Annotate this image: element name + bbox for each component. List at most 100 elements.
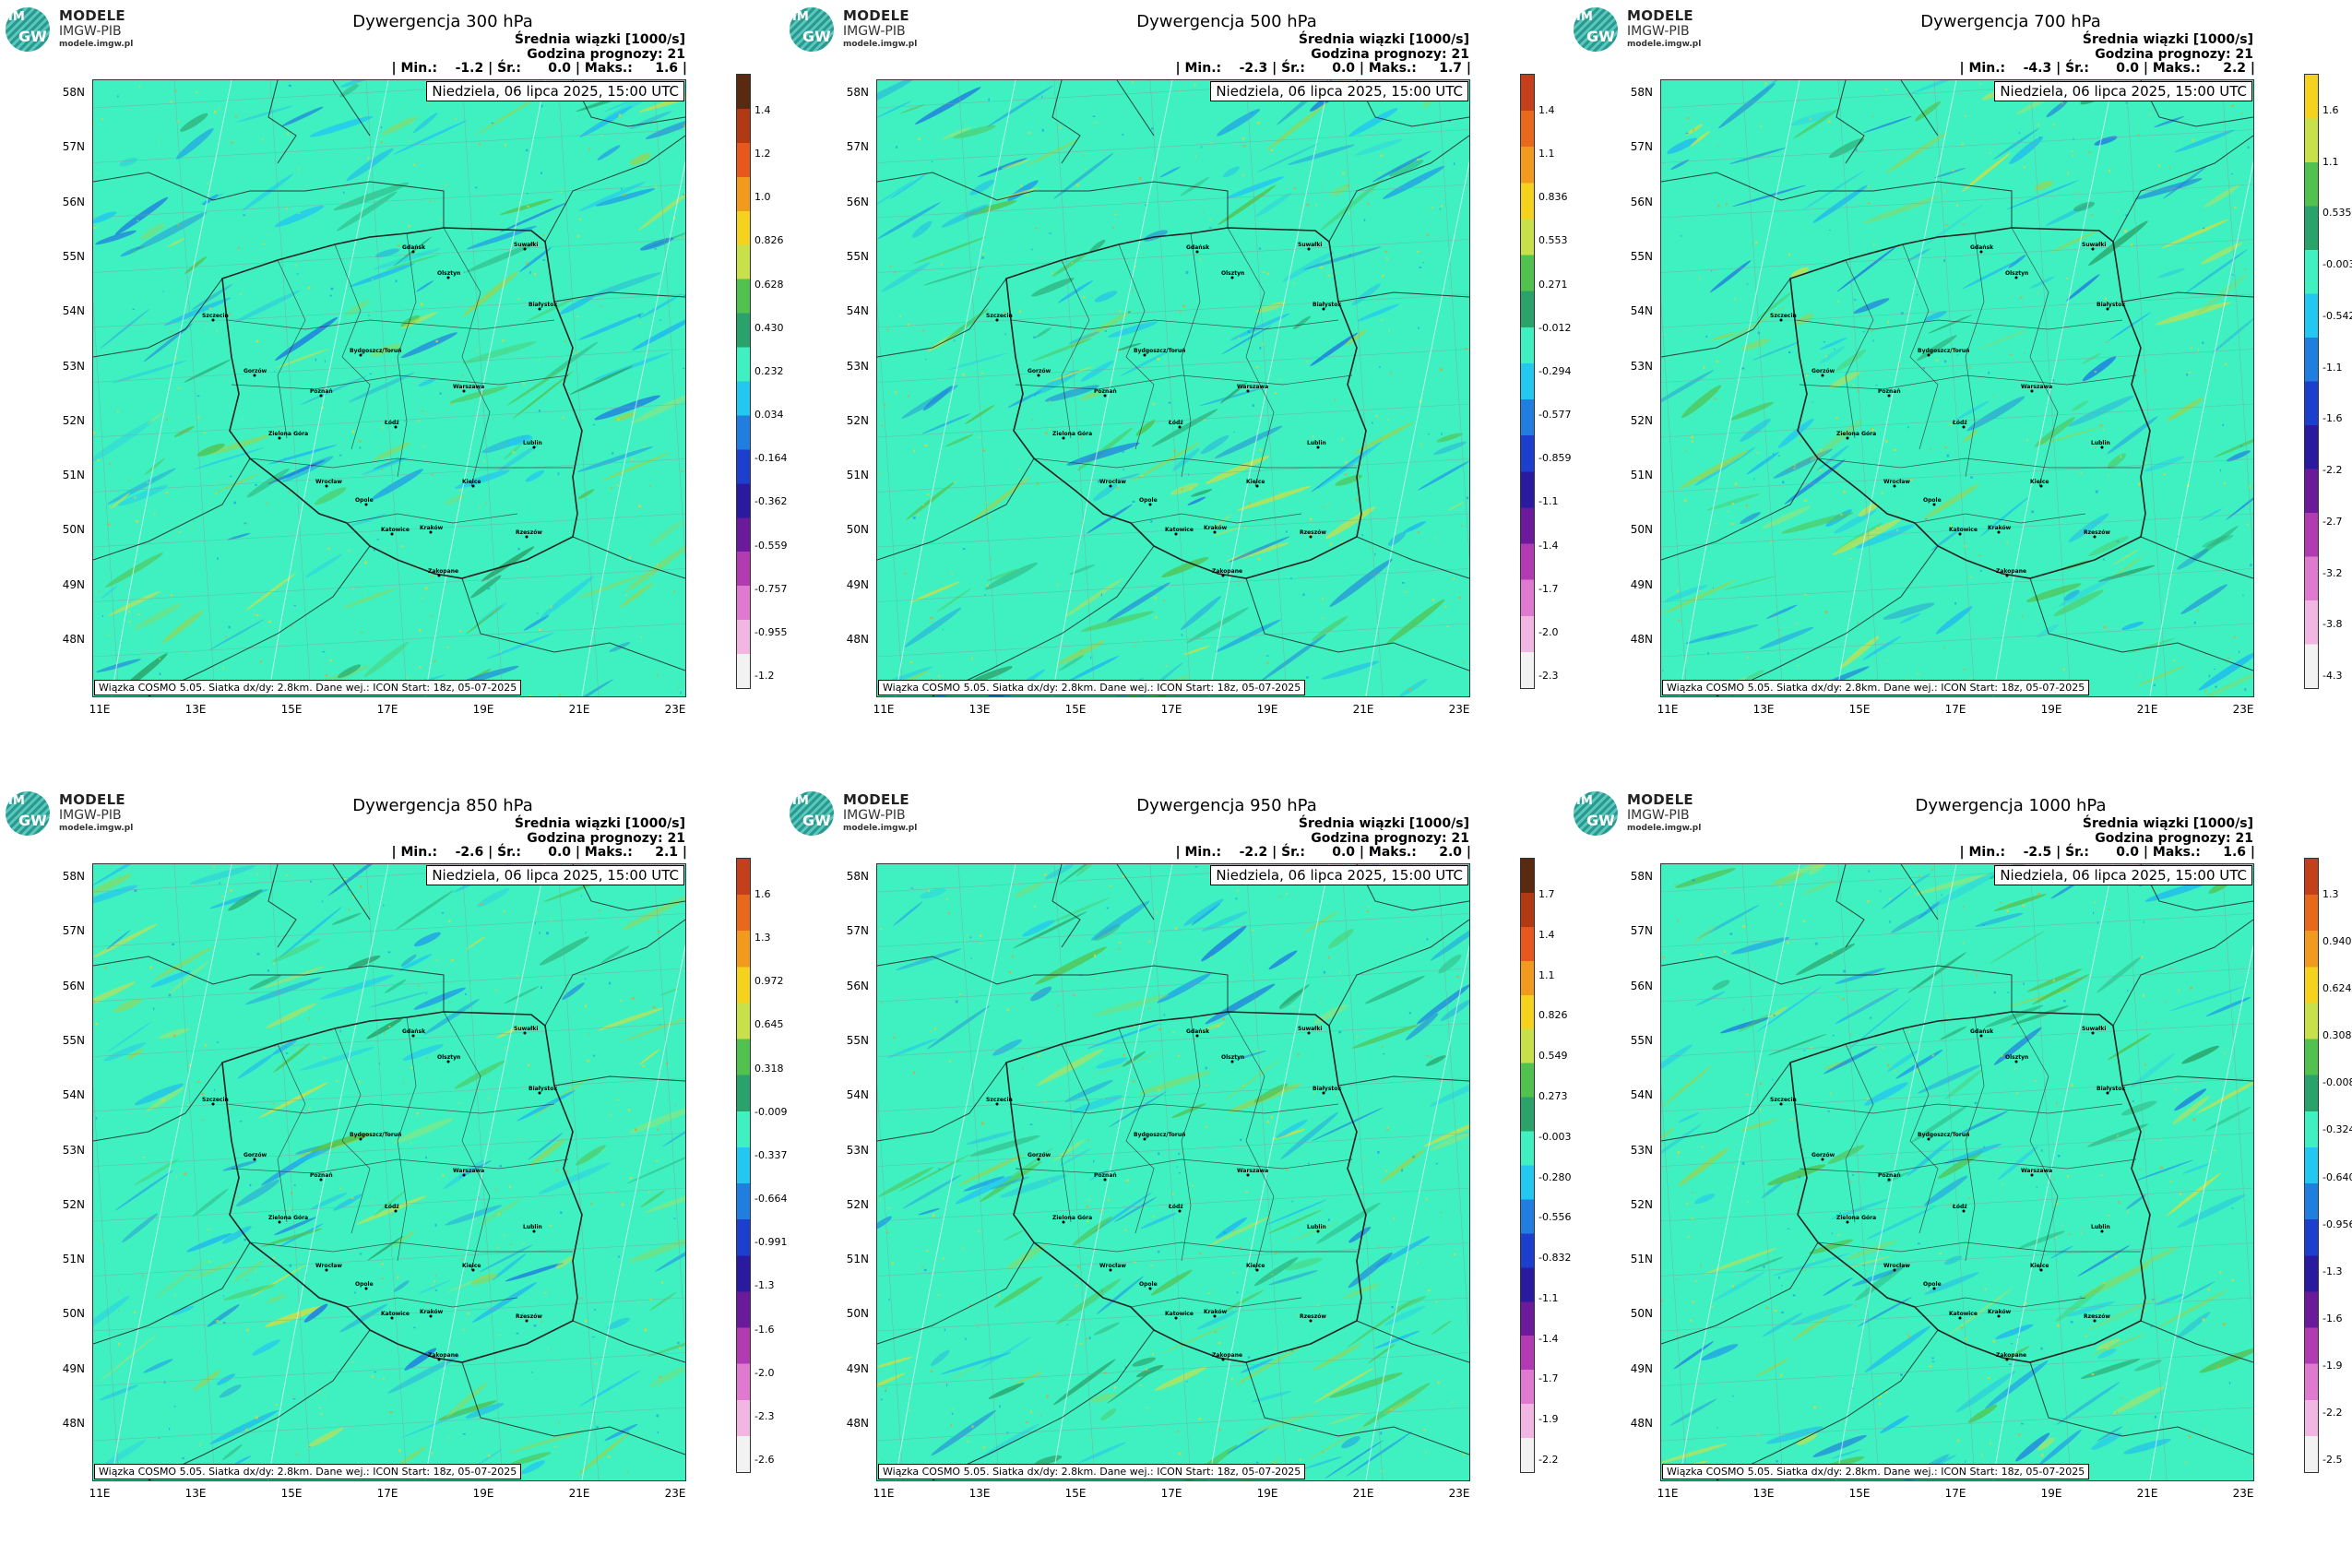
voivodeship-border [1061,1043,1090,1223]
divergence-streak [577,489,595,500]
city-marker-icon [2093,535,2097,539]
divergence-streak [2200,242,2243,265]
divergence-streak [1661,1443,1728,1464]
logo-url[interactable]: modele.imgw.pl [843,824,918,833]
logo-url[interactable]: modele.imgw.pl [1627,40,1702,49]
divergence-speckle [1898,362,1900,366]
divergence-speckle [1435,1300,1438,1303]
divergence-speckle [1057,583,1059,587]
divergence-speckle [1877,1381,1879,1383]
divergence-speckle [1763,1265,1765,1268]
divergence-streak [122,1213,159,1243]
voivodeship-border [1799,1158,2137,1174]
city-label: Szczecin [202,1097,229,1103]
isoline [1835,864,1957,1480]
divergence-streak [470,1273,498,1286]
city-marker-icon [364,1287,368,1290]
logo-url[interactable]: modele.imgw.pl [59,824,134,833]
city-label: Poznań [1094,1172,1117,1179]
divergence-streak [922,386,953,411]
divergence-streak [2037,1437,2055,1451]
divergence-streak [1227,1427,1269,1455]
divergence-streak [412,113,438,134]
divergence-speckle [909,1410,911,1412]
divergence-streak [1431,1320,1453,1336]
divergence-speckle [1216,517,1218,518]
divergence-speckle [1345,473,1348,476]
divergence-speckle [1462,1453,1465,1456]
divergence-speckle [1298,1429,1301,1431]
divergence-streak [637,187,685,231]
divergence-speckle [1990,1442,1992,1444]
divergence-speckle [1258,247,1262,250]
divergence-streak [1790,267,1810,279]
divergence-speckle [287,132,289,136]
divergence-speckle [1916,294,1918,296]
divergence-speckle [1814,942,1818,945]
divergence-streak [393,1118,454,1144]
divergence-speckle [1742,1009,1745,1011]
longitude-label: 15E [1064,703,1087,716]
latitude-label: 53N [846,1143,869,1157]
country-border [1716,545,1939,696]
divergence-streak [2166,1172,2221,1217]
divergence-speckle [2169,968,2172,970]
divergence-streak [1064,1079,1113,1102]
divergence-speckle [2100,1174,2103,1176]
logo-url[interactable]: modele.imgw.pl [843,40,918,49]
divergence-speckle [2196,609,2199,612]
divergence-speckle [924,359,927,361]
divergence-speckle [1850,910,1852,913]
divergence-streak [1915,101,1942,122]
divergence-streak [499,198,553,215]
divergence-speckle [368,315,370,316]
divergence-streak [1678,1147,1729,1187]
divergence-speckle [558,1420,560,1424]
divergence-speckle [1018,310,1021,313]
divergence-speckle [1965,1460,1966,1463]
divergence-speckle [585,932,587,934]
divergence-speckle [297,116,301,119]
colorbar-tick-label: -2.2 [2322,1406,2343,1419]
divergence-streak [2180,584,2227,615]
divergence-speckle [1423,1429,1426,1431]
divergence-streak [369,991,429,1008]
latitude-label: 56N [1630,195,1653,208]
divergence-speckle [1049,427,1051,431]
divergence-speckle [662,535,664,537]
divergence-streak [877,202,941,240]
divergence-speckle [1992,1340,1996,1343]
divergence-streak [98,1439,147,1470]
latitude-label: 52N [62,1197,85,1211]
divergence-speckle [580,1427,582,1430]
divergence-speckle [434,200,436,202]
divergence-speckle [367,157,370,160]
city-marker-icon [2106,1091,2109,1095]
logo-url[interactable]: modele.imgw.pl [59,40,134,49]
divergence-speckle [380,140,383,144]
city-marker-icon [1316,1229,1320,1233]
city-label: Białystok [1313,1086,1342,1092]
divergence-streak [279,907,342,958]
divergence-speckle [1088,1336,1091,1339]
divergence-speckle [1366,910,1369,912]
imgw-logo: IM GW MODELE IMGW-PIB modele.imgw.pl [1574,790,1712,837]
voivodeship-border [1227,227,1275,487]
divergence-speckle [237,1196,240,1198]
city-label: Zielona Góra [1052,431,1092,437]
divergence-speckle [216,1041,220,1043]
country-border [572,1320,685,1363]
city-label: Olsztyn [437,270,460,277]
logo-url[interactable]: modele.imgw.pl [1627,824,1702,833]
divergence-speckle [1873,244,1875,246]
divergence-speckle [1887,1063,1890,1067]
colorbar-tick-label: -0.164 [754,452,788,465]
longitude-label: 13E [184,1487,207,1500]
divergence-speckle [1312,435,1314,438]
divergence-speckle [101,1239,103,1241]
city-label: Poznań [310,1172,333,1179]
city-label: Kielce [1246,479,1265,485]
map-panel: IM GW MODELE IMGW-PIB modele.imgw.pl Dywergen… [784,0,1571,784]
divergence-streak [1832,1449,1861,1459]
divergence-speckle [1383,1053,1385,1055]
